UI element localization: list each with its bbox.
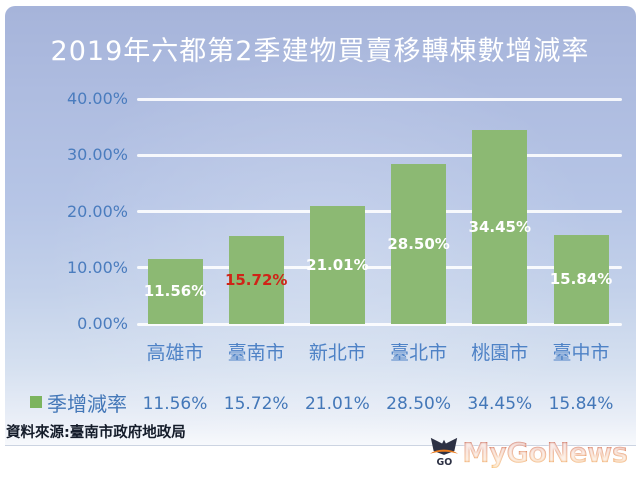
category-label: 臺中市 — [552, 342, 610, 364]
gridline-10 — [137, 266, 622, 270]
mygonews-logo-text: MyGoNews — [462, 436, 628, 469]
legend-series-label: 季增減率 — [47, 392, 127, 416]
legend-value: 21.01% — [304, 394, 370, 414]
bar-新北市 — [309, 205, 365, 324]
legend-value: 15.72% — [223, 394, 289, 414]
y-axis-tick-label: 20.00% — [66, 201, 128, 221]
mygonews-logo-mark-icon: GO — [429, 437, 459, 468]
category-label: 桃園市 — [471, 342, 529, 364]
mygonews-logo: GO MyGoNews — [428, 435, 628, 471]
y-axis-tick-label: 30.00% — [66, 145, 128, 165]
bar-臺南市 — [228, 235, 284, 324]
bar-臺中市 — [553, 234, 609, 324]
bar-桃園市 — [472, 130, 528, 324]
legend-value: 28.50% — [386, 394, 451, 414]
legend-value: 34.45% — [467, 394, 533, 414]
y-axis-tick-label: 0.00% — [77, 314, 128, 333]
y-axis-tick-label: 40.00% — [66, 89, 128, 108]
bar-value-label: 21.01% — [306, 255, 369, 274]
category-label: 高雄市 — [146, 342, 204, 364]
bar-value-label: 15.72% — [224, 270, 288, 289]
bar-value-label: 15.84% — [549, 270, 613, 289]
source-text: 資料來源:臺南市政府地政局 — [6, 425, 186, 441]
bar-臺北市 — [391, 163, 447, 324]
category-label: 臺北市 — [390, 342, 448, 364]
legend-swatch — [30, 396, 42, 408]
legend-value: 15.84% — [548, 394, 614, 414]
gridline-20 — [137, 210, 622, 213]
category-label: 臺南市 — [227, 342, 285, 364]
logo-mark-go-text: GO — [436, 457, 452, 468]
gridline-30 — [137, 153, 622, 157]
bar-value-label: 11.56% — [143, 282, 207, 301]
chart-title: 2019年六都第2季建物買賣移轉棟數增減率 — [50, 36, 590, 67]
category-label: 新北市 — [308, 342, 366, 364]
bar-value-label: 28.50% — [387, 234, 450, 253]
gridline-40 — [137, 97, 622, 101]
legend-value: 11.56% — [142, 394, 208, 414]
bar-value-label: 34.45% — [468, 218, 532, 237]
y-axis-tick-label: 10.00% — [66, 257, 128, 277]
bar-高雄市 — [147, 258, 203, 324]
gridline-0 — [137, 322, 622, 326]
